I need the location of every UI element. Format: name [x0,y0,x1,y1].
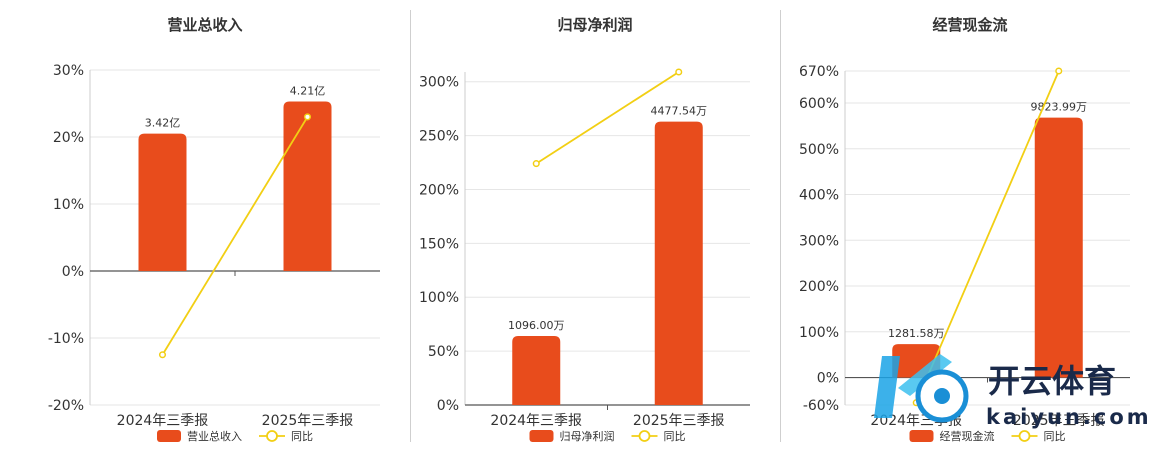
bar-value-label: 3.42亿 [145,117,181,130]
legend-line-marker [266,430,278,442]
chart-svg: 30% 20% 10% 0% -10% -20% 2024年三季报 2025年三季报 3.42亿… [48,63,380,443]
y-tick-label: 30% [53,63,84,79]
logo-k-arm [898,354,952,396]
yoy-line [535,71,680,165]
chart-title: 经营现金流 [932,16,1008,34]
y-tick-label: 400% [799,188,839,204]
bar [1034,117,1083,378]
y-tick-label: -60% [803,398,839,414]
yoy-line [915,70,1060,404]
chart-title: 营业总收入 [167,16,243,34]
legend-bar-label: 经营现金流 [940,429,995,443]
y-tick-label: 100% [799,325,839,341]
legend-line-marker [638,430,651,442]
bar-value-label: 4.21亿 [290,84,326,97]
legend-bar-label: 营业总收入 [187,429,242,443]
yoy-point [158,351,167,359]
y-tick-label: 150% [419,236,459,252]
bar-value-label: 9823.99万 [1031,101,1088,114]
y-tick-label: 0% [817,371,839,387]
chart-panel-revenue: 营业总收入 30% 20% 10% 0% -10% -20% 2024年三季报 2025年三季… [0,0,410,450]
x-category-label: 2024年三季报 [117,413,209,429]
y-tick-label: 10% [53,197,84,213]
legend-bar-swatch [529,430,554,442]
y-tick-label: 250% [419,129,459,145]
legend-line-label: 同比 [291,430,313,443]
y-tick-label: 300% [419,75,459,91]
watermark-brand: 开云体育 [988,362,1116,400]
chart-panel-cash-flow: 经营现金流 670% 600% 500% 400% 300% 200% 100% 0% -60%… [780,0,1160,450]
bar [512,336,561,405]
yoy-point [532,160,540,168]
yoy-point [303,113,312,121]
y-tick-label: 0% [437,398,459,414]
watermark-logo: 开云体育 kaiyun.com [874,354,1152,429]
bar-value-label: 1281.58万 [888,327,945,340]
bar [138,133,187,271]
ball-icon-center [934,388,950,404]
bar [283,101,332,272]
bar-value-label: 1096.00万 [508,319,565,332]
legend-bar-swatch [157,430,181,442]
y-tick-label: -20% [48,398,84,414]
logo-k-stroke [874,356,900,418]
y-tick-label: 100% [419,290,459,306]
x-category-label: 2024年三季报 [490,413,582,429]
bar-value-label: 4477.54万 [651,105,708,118]
y-tick-label: 200% [799,279,839,295]
yoy-line [161,116,309,356]
chart-panel-net-profit: 归母净利润 300% 250% 200% 150% 100% 50% 0% 2024年三季报 2… [410,0,780,450]
y-tick-label: 670% [799,64,839,80]
x-category-label: 2025年三季报 [1013,413,1105,429]
chart-title: 归母净利润 [557,16,633,34]
legend-bar-swatch [909,430,934,442]
x-category-label: 2025年三季报 [633,413,725,429]
y-tick-label: -10% [48,331,84,347]
y-tick-label: 50% [428,344,459,360]
panel-divider [780,10,781,442]
chart-svg: 300% 250% 200% 150% 100% 50% 0% 2024年三季报 2025年三季… [419,68,750,443]
y-tick-label: 200% [419,182,459,198]
y-tick-label: 600% [799,96,839,112]
yoy-point [675,68,683,76]
watermark-domain: kaiyun.com [986,405,1152,429]
yoy-point [1055,67,1063,75]
chart-svg: 670%600%500%400%300%200%100%0%-60%2024年三… [799,64,1130,443]
x-category-label: 2025年三季报 [262,413,354,429]
legend-line-label: 同比 [1044,430,1066,443]
y-tick-label: 0% [62,264,84,280]
legend-line-marker [1018,430,1031,442]
legend-line-label: 同比 [664,430,686,443]
y-tick-label: 20% [53,130,84,146]
y-tick-label: 300% [799,233,839,249]
panel-divider [410,10,411,442]
y-tick-label: 500% [799,142,839,158]
legend-bar-label: 归母净利润 [560,429,615,443]
bar [654,121,703,405]
